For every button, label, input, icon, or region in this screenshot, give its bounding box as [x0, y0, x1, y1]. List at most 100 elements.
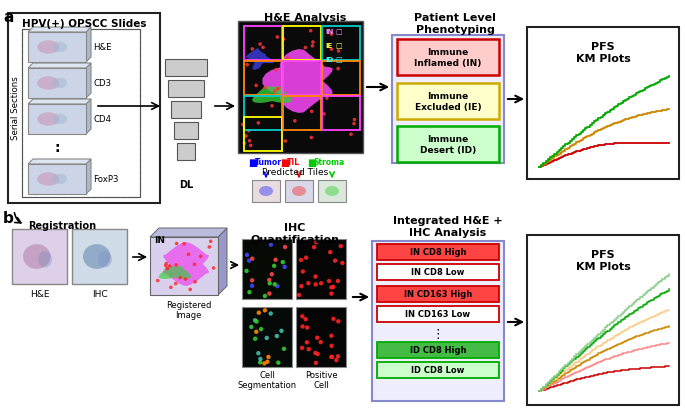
Circle shape	[299, 258, 303, 263]
Circle shape	[303, 47, 307, 50]
Text: Cell
Segmentation: Cell Segmentation	[238, 370, 297, 389]
Text: Tumor: Tumor	[255, 158, 282, 166]
Bar	[8, 14, 160, 204]
Circle shape	[276, 88, 280, 91]
Circle shape	[249, 325, 253, 329]
Bar	[397, 127, 499, 163]
Text: Stroma: Stroma	[314, 158, 345, 166]
Circle shape	[169, 286, 173, 290]
Circle shape	[241, 123, 245, 127]
Circle shape	[250, 257, 255, 261]
Text: Serial Sections: Serial Sections	[10, 76, 19, 140]
Bar	[174, 123, 198, 140]
Circle shape	[208, 246, 211, 249]
Bar	[392, 36, 504, 164]
Text: H&E Analysis: H&E Analysis	[264, 13, 346, 23]
Circle shape	[174, 282, 177, 286]
Circle shape	[329, 344, 334, 348]
Text: Registration: Registration	[28, 221, 96, 230]
Circle shape	[245, 269, 249, 273]
Ellipse shape	[37, 77, 60, 90]
Circle shape	[313, 275, 318, 279]
Circle shape	[247, 259, 251, 263]
Circle shape	[327, 279, 332, 283]
Circle shape	[338, 244, 343, 249]
Circle shape	[333, 259, 337, 263]
Text: :: :	[54, 141, 60, 154]
Circle shape	[258, 360, 262, 365]
Circle shape	[274, 69, 277, 72]
Circle shape	[313, 351, 318, 355]
Circle shape	[282, 38, 286, 42]
Circle shape	[263, 309, 267, 313]
Circle shape	[164, 262, 168, 266]
Circle shape	[305, 340, 309, 345]
Ellipse shape	[53, 78, 67, 89]
Bar	[171, 102, 201, 119]
Circle shape	[249, 144, 253, 148]
Bar	[22, 30, 140, 197]
Circle shape	[257, 122, 260, 126]
Circle shape	[300, 325, 305, 329]
Bar	[72, 230, 127, 284]
Bar	[322, 62, 360, 96]
Circle shape	[329, 334, 334, 338]
Text: ■: ■	[307, 158, 316, 168]
Text: PFS
KM Plots: PFS KM Plots	[575, 42, 630, 64]
Bar	[377, 264, 499, 280]
Circle shape	[329, 355, 334, 359]
Text: CD3: CD3	[93, 79, 111, 88]
Circle shape	[254, 84, 258, 88]
Circle shape	[263, 87, 267, 90]
Circle shape	[273, 282, 277, 287]
Circle shape	[329, 48, 334, 52]
Text: IN CD163 High: IN CD163 High	[404, 290, 472, 299]
Text: ID CD8 High: ID CD8 High	[410, 346, 466, 355]
Text: FoxP3: FoxP3	[93, 175, 119, 184]
Circle shape	[254, 330, 258, 334]
Circle shape	[256, 351, 260, 356]
Polygon shape	[28, 100, 91, 105]
Circle shape	[314, 282, 318, 287]
Polygon shape	[262, 50, 333, 114]
Circle shape	[306, 347, 311, 351]
Circle shape	[178, 276, 182, 280]
Circle shape	[290, 59, 294, 63]
Circle shape	[262, 294, 267, 299]
Circle shape	[299, 284, 303, 289]
Circle shape	[325, 97, 329, 101]
Ellipse shape	[325, 187, 339, 197]
Bar	[283, 97, 321, 131]
Circle shape	[272, 264, 276, 268]
Circle shape	[319, 340, 323, 344]
Circle shape	[279, 329, 284, 333]
Circle shape	[310, 136, 313, 140]
Circle shape	[192, 263, 197, 266]
Text: b: b	[3, 211, 14, 225]
Ellipse shape	[38, 252, 52, 268]
Circle shape	[273, 258, 278, 262]
Text: IN: IN	[154, 235, 165, 244]
Circle shape	[242, 142, 246, 146]
Ellipse shape	[292, 187, 306, 197]
Text: ID: ID	[325, 57, 333, 63]
Text: Immune
Desert (ID): Immune Desert (ID)	[420, 135, 476, 154]
Circle shape	[212, 266, 216, 270]
Ellipse shape	[53, 174, 67, 185]
Bar	[242, 307, 292, 367]
Ellipse shape	[37, 41, 60, 55]
Circle shape	[316, 352, 320, 356]
Bar	[252, 180, 280, 202]
Ellipse shape	[98, 252, 112, 268]
Text: DL: DL	[179, 180, 193, 190]
Circle shape	[281, 260, 285, 265]
Circle shape	[168, 265, 171, 268]
Polygon shape	[28, 159, 91, 165]
Circle shape	[209, 240, 212, 244]
Circle shape	[182, 242, 186, 246]
Circle shape	[275, 284, 279, 289]
Circle shape	[314, 361, 318, 365]
Bar	[283, 62, 321, 96]
Bar	[397, 84, 499, 120]
Polygon shape	[86, 100, 91, 135]
